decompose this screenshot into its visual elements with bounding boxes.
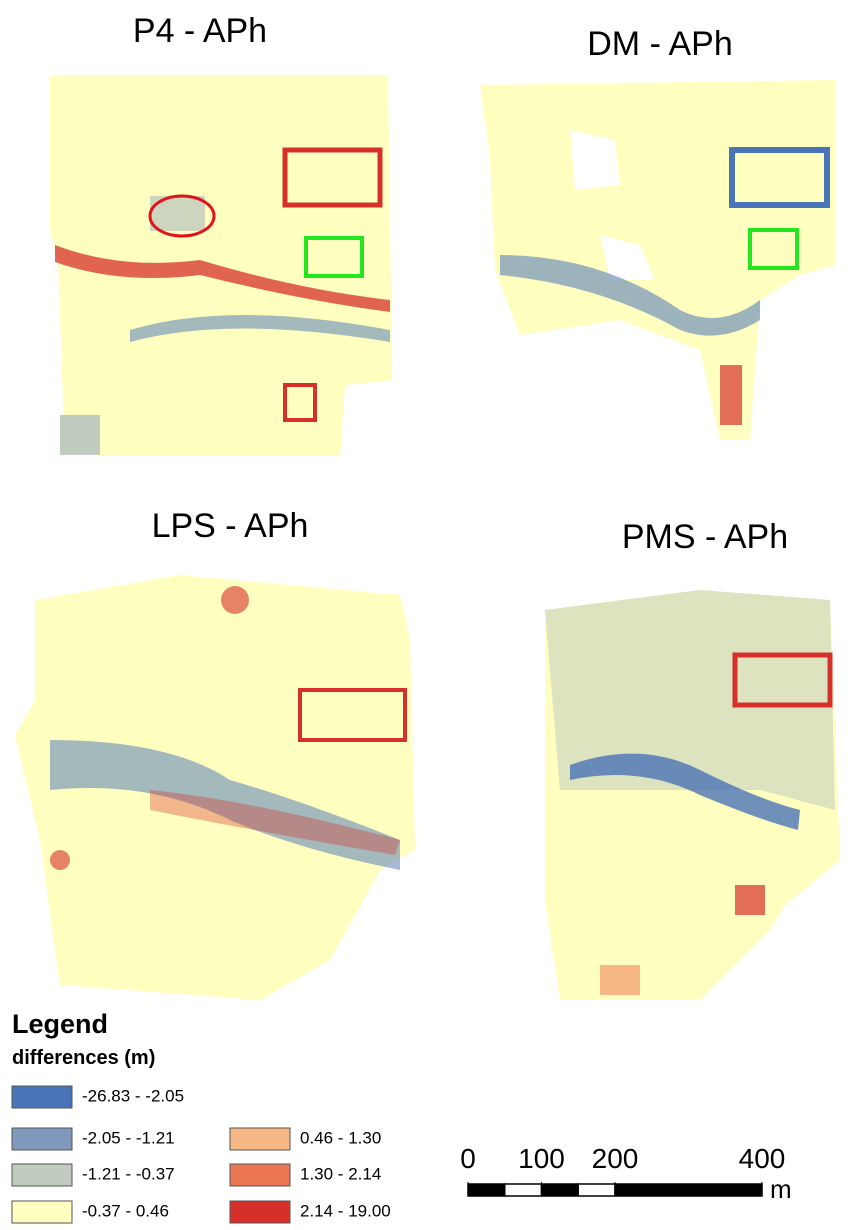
scale-tick-label: 100 <box>518 1143 565 1174</box>
scale-segment <box>468 1184 505 1196</box>
legend-swatch <box>230 1128 290 1150</box>
legend-label: 1.30 - 2.14 <box>300 1164 381 1183</box>
panel-title: DM - APh <box>587 25 732 63</box>
scale-segment <box>505 1184 542 1196</box>
scale-segment <box>542 1184 579 1196</box>
scale-tick-label: 200 <box>592 1143 639 1174</box>
map-lps <box>15 575 415 1000</box>
scale-segment <box>615 1184 762 1196</box>
legend-label: -1.21 - -0.37 <box>82 1164 175 1183</box>
scale-tick-label: 400 <box>739 1143 786 1174</box>
legend-subtitle: differences (m) <box>12 1047 155 1069</box>
legend-swatch <box>12 1164 72 1186</box>
legend-swatch <box>230 1201 290 1223</box>
scale-unit: m <box>770 1174 792 1204</box>
figure: P4 - APh DM - APh LPS - APh PMS - APh Le… <box>0 0 848 1230</box>
legend-title: Legend <box>12 1009 108 1039</box>
map-pms <box>545 590 840 1000</box>
legend-swatch <box>230 1164 290 1186</box>
map-p4 <box>50 75 392 455</box>
legend-label: 0.46 - 1.30 <box>300 1128 381 1147</box>
legend-swatch <box>12 1201 72 1223</box>
panel-title: PMS - APh <box>622 518 788 556</box>
legend-label: -0.37 - 0.46 <box>82 1201 169 1220</box>
panel-title: LPS - APh <box>152 507 309 545</box>
legend-label: -26.83 - -2.05 <box>82 1086 184 1105</box>
legend-swatch <box>12 1086 72 1108</box>
legend-label: -2.05 - -1.21 <box>82 1128 175 1147</box>
legend-label: 2.14 - 19.00 <box>300 1201 391 1220</box>
legend-swatch <box>12 1128 72 1150</box>
scale-segment <box>578 1184 615 1196</box>
map-dm <box>480 80 835 440</box>
scale-tick-label: 0 <box>460 1143 476 1174</box>
panel-title: P4 - APh <box>133 12 267 50</box>
